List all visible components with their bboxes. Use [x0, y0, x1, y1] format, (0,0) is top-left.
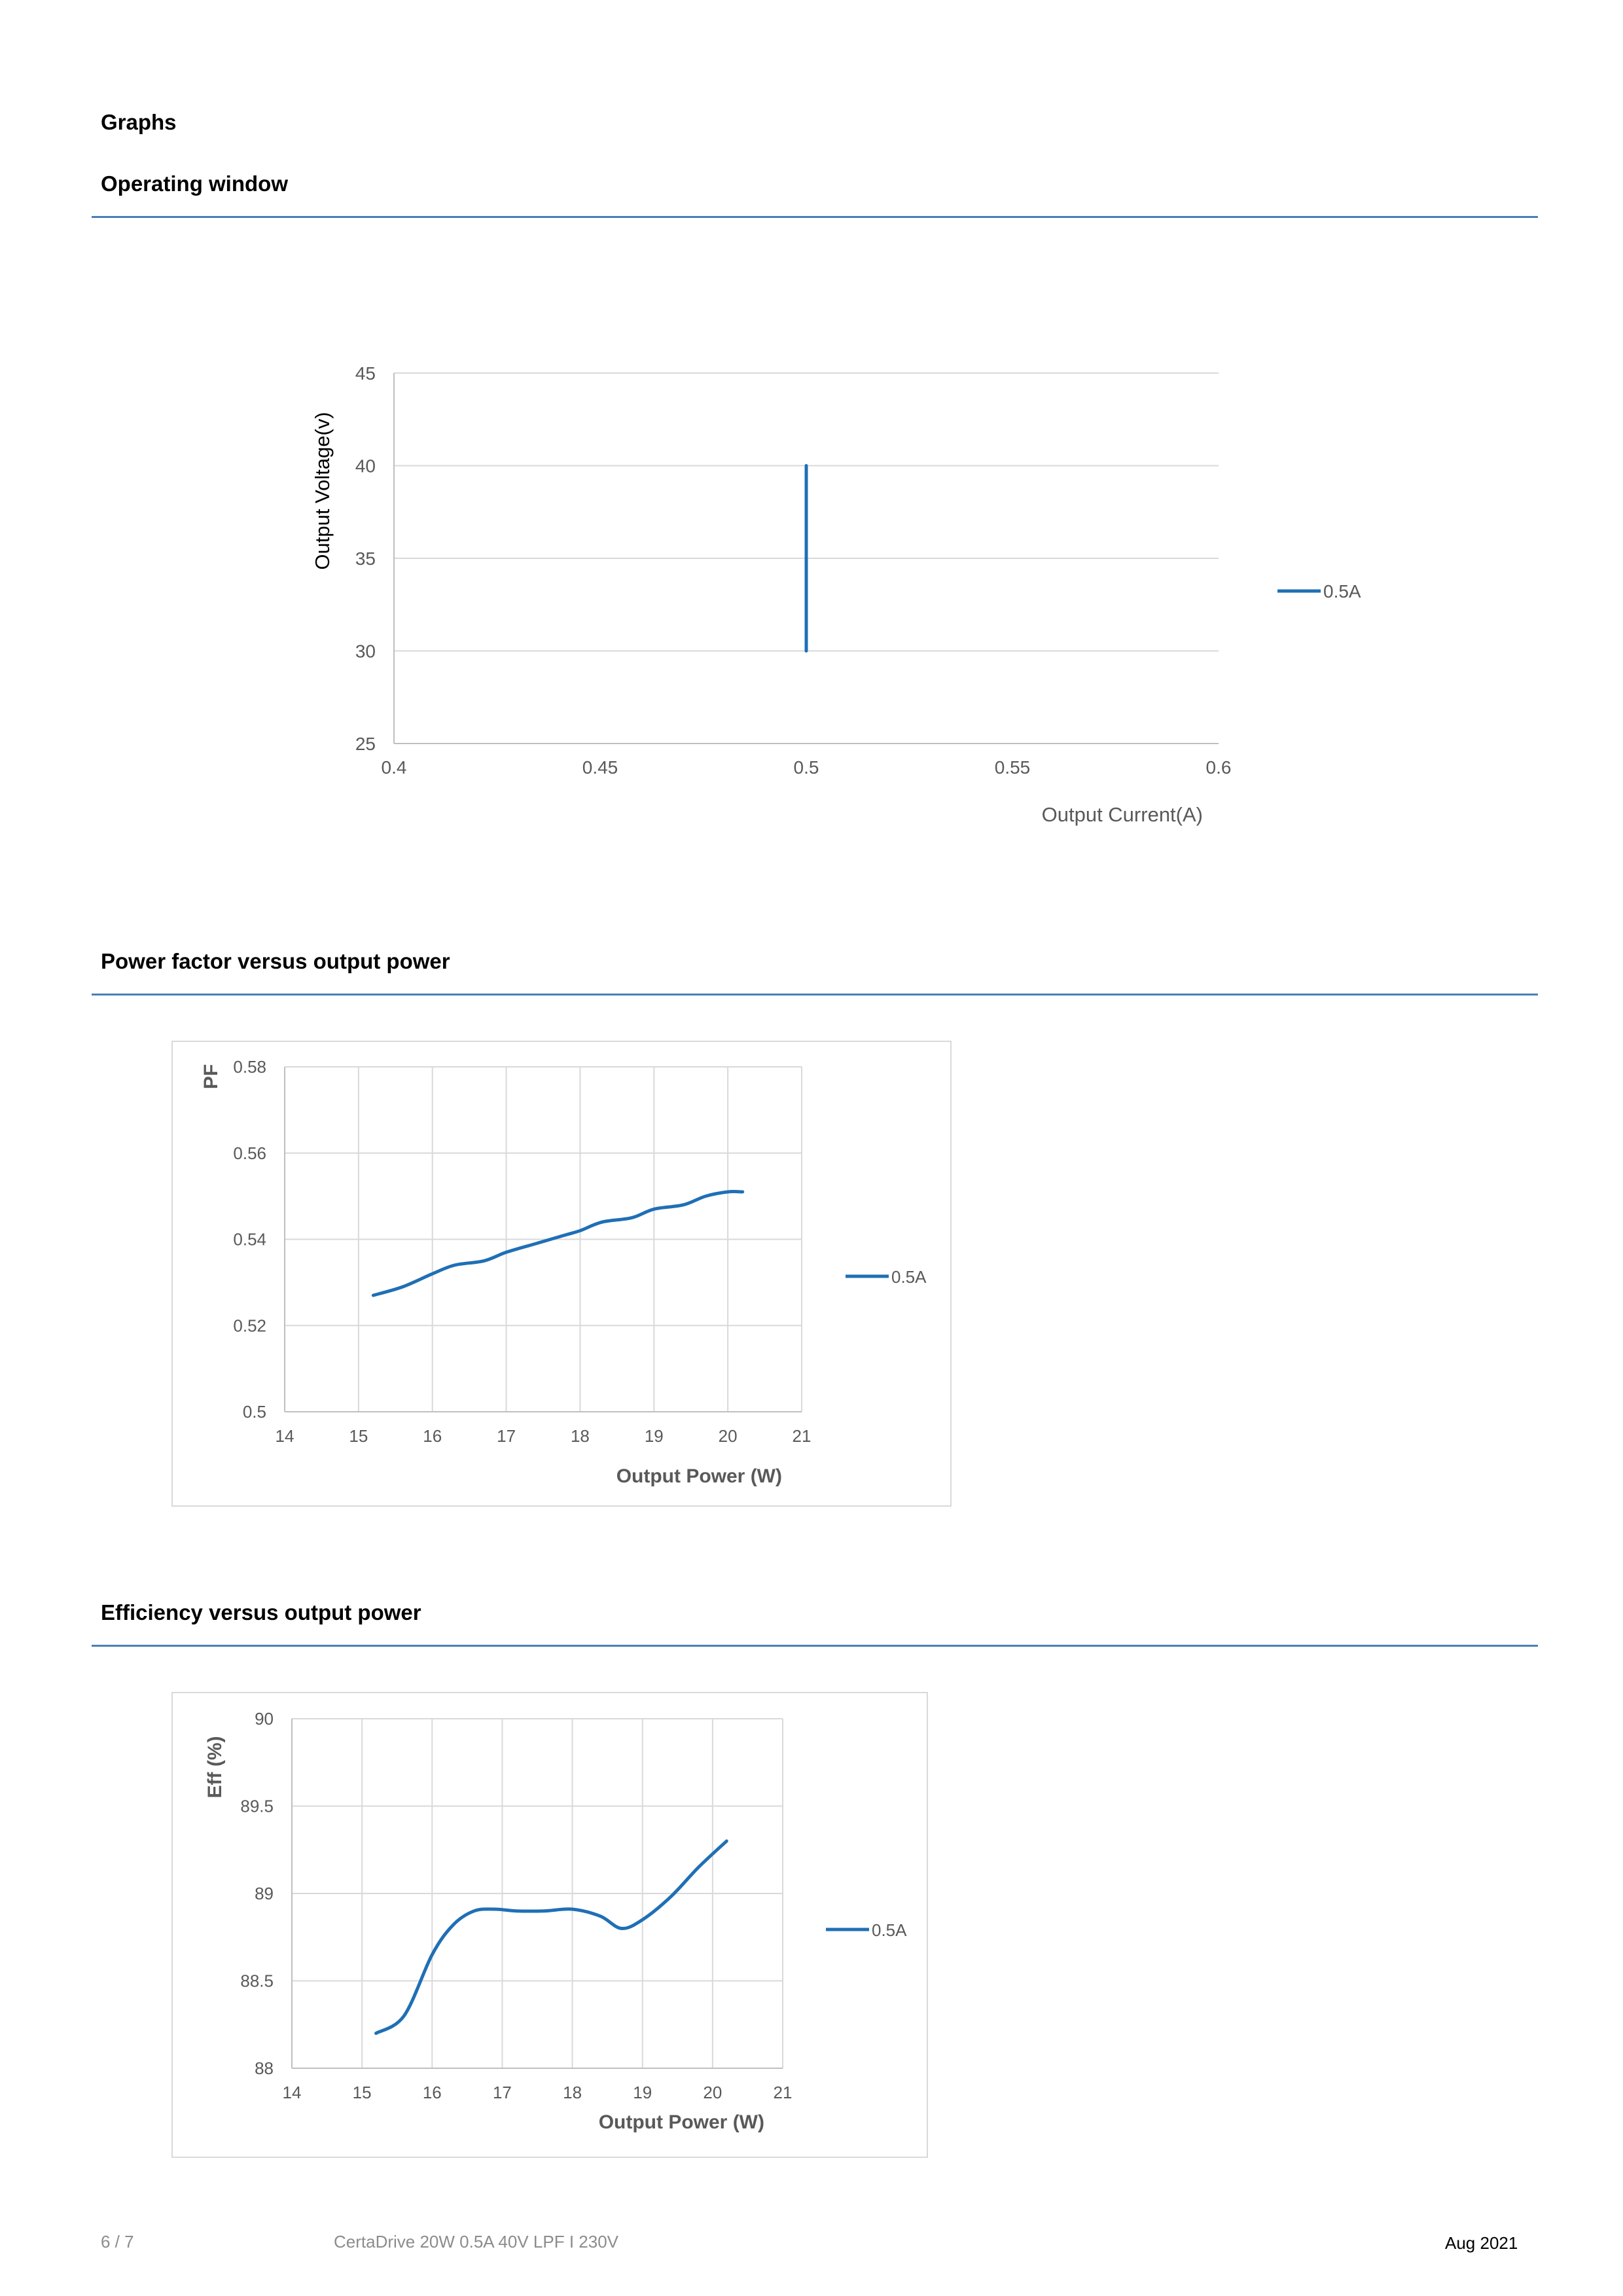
x-tick-label: 0.6	[1206, 757, 1232, 778]
chart-efficiency: 88 88.5 89 89.5 90 14 15 16 17 18 19 20 21 Output Pow…	[204, 1709, 907, 2133]
page-section-title: Graphs	[101, 110, 177, 134]
x-tick-label: 16	[423, 2083, 442, 2102]
y-tick-label: 89	[255, 1884, 274, 1903]
x-tick-label: 0.45	[582, 757, 618, 778]
x-tick-label: 20	[703, 2083, 722, 2102]
y-tick-label: 30	[355, 641, 376, 661]
section-divider	[92, 1645, 1538, 1647]
y-tick-label: 25	[355, 734, 376, 754]
x-tick-label: 16	[423, 1426, 442, 1446]
y-axis-label: Eff (%)	[204, 1736, 226, 1799]
y-tick-label: 0.5	[243, 1402, 266, 1422]
y-tick-label: 88.5	[240, 1971, 274, 1991]
x-tick-label: 20	[719, 1426, 738, 1446]
x-tick-label: 21	[793, 1426, 812, 1446]
y-tick-label: 0.56	[233, 1143, 266, 1163]
x-tick-label: 0.4	[382, 757, 407, 778]
chart-operating-window: 25 30 35 40 45 0.4 0.45 0.5 0.55 0.6 Output Curren…	[311, 363, 1361, 826]
legend-label: 0.5A	[891, 1267, 927, 1287]
chart-frame-power-factor	[171, 1041, 952, 1507]
y-tick-label: 0.58	[233, 1057, 266, 1077]
chart-frame-efficiency	[171, 1692, 928, 2158]
legend-label: 0.5A	[1323, 581, 1361, 601]
x-tick-label: 14	[283, 2083, 302, 2102]
y-tick-label: 45	[355, 363, 376, 384]
chart-power-factor: 0.5 0.52 0.54 0.56 0.58 14 15 16 17 18 19 20 21 Outpu…	[200, 1057, 927, 1487]
section-title-power-factor: Power factor versus output power	[101, 949, 450, 973]
footer-date: Aug 2021	[1445, 2233, 1518, 2253]
x-tick-label: 17	[497, 1426, 516, 1446]
y-axis-label: PF	[200, 1064, 222, 1089]
x-axis-label: Output Current(A)	[1042, 803, 1203, 826]
x-tick-label: 17	[493, 2083, 512, 2102]
y-tick-label: 88	[255, 2058, 274, 2078]
footer-page-number: 6 / 7	[101, 2232, 134, 2251]
series-line	[374, 1839, 728, 2036]
y-tick-label: 0.52	[233, 1316, 266, 1335]
series-line	[371, 1190, 745, 1297]
x-tick-label: 21	[774, 2083, 793, 2102]
y-tick-label: 89.5	[240, 1797, 274, 1816]
footer-product-name: CertaDrive 20W 0.5A 40V LPF I 230V	[334, 2232, 618, 2251]
x-tick-label: 14	[276, 1426, 294, 1446]
section-divider	[92, 994, 1538, 996]
y-axis-label: Output Voltage(v)	[311, 412, 334, 569]
x-tick-label: 18	[563, 2083, 582, 2102]
section-title-efficiency: Efficiency versus output power	[101, 1600, 421, 1624]
section-title-operating-window: Operating window	[101, 171, 288, 196]
x-axis-label: Output Power (W)	[599, 2111, 764, 2133]
y-tick-label: 35	[355, 548, 376, 569]
x-tick-label: 0.55	[995, 757, 1031, 778]
x-tick-label: 0.5	[794, 757, 819, 778]
x-tick-label: 15	[349, 1426, 368, 1446]
y-tick-label: 90	[255, 1709, 274, 1729]
x-axis-label: Output Power (W)	[616, 1465, 782, 1487]
x-tick-label: 15	[353, 2083, 372, 2102]
x-tick-label: 19	[633, 2083, 652, 2102]
x-tick-label: 19	[645, 1426, 664, 1446]
section-divider	[92, 216, 1538, 218]
y-tick-label: 0.54	[233, 1230, 266, 1249]
legend-label: 0.5A	[872, 1920, 907, 1940]
y-tick-label: 40	[355, 456, 376, 476]
x-tick-label: 18	[571, 1426, 590, 1446]
